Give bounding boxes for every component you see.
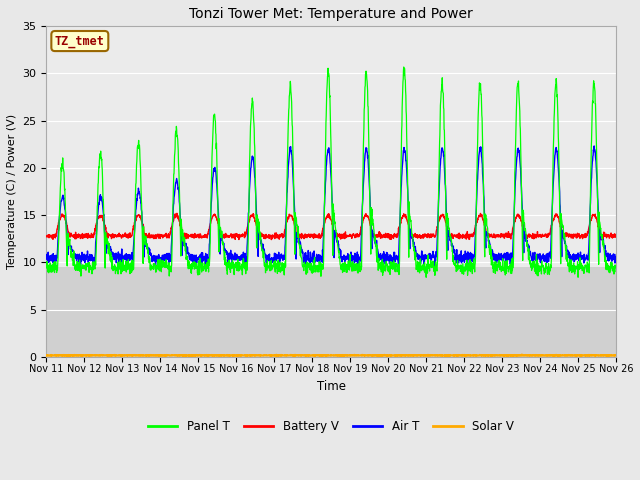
Air T [590,143,598,149]
Air T [578,253,586,259]
Battery V [360,214,368,220]
Air T [431,264,439,269]
Panel T [578,262,586,268]
Battery V [173,210,180,216]
Line: Solar V: Solar V [46,355,616,356]
Panel T [202,264,209,270]
Panel T [42,264,50,269]
Battery V [42,233,50,239]
Y-axis label: Temperature (C) / Power (V): Temperature (C) / Power (V) [7,114,17,269]
Panel T [422,275,430,280]
Line: Panel T: Panel T [46,67,616,277]
Bar [46,26,616,267]
Solar V [360,353,368,359]
Air T [360,172,368,178]
Solar V [339,353,346,359]
Panel T [400,64,408,70]
Bar [46,267,616,357]
X-axis label: Time: Time [317,380,346,393]
Legend: Panel T, Battery V, Air T, Solar V: Panel T, Battery V, Air T, Solar V [143,416,519,438]
Air T [562,241,570,247]
Battery V [612,232,620,238]
Solar V [612,352,620,358]
Battery V [202,234,209,240]
Air T [348,253,355,259]
Air T [42,253,50,259]
Battery V [578,233,586,239]
Line: Battery V: Battery V [46,213,616,240]
Solar V [578,353,586,359]
Air T [202,257,209,263]
Line: Air T: Air T [46,146,616,266]
Battery V [348,236,356,241]
Battery V [562,233,570,239]
Battery V [597,237,605,243]
Solar V [562,352,570,358]
Text: TZ_tmet: TZ_tmet [55,35,105,48]
Title: Tonzi Tower Met: Temperature and Power: Tonzi Tower Met: Temperature and Power [189,7,473,21]
Panel T [360,125,368,131]
Panel T [348,262,355,267]
Solar V [497,352,505,358]
Panel T [612,265,620,271]
Solar V [348,352,356,358]
Solar V [202,353,209,359]
Air T [612,256,620,262]
Solar V [42,353,50,359]
Panel T [497,266,505,272]
Air T [497,254,505,260]
Battery V [497,234,505,240]
Solar V [518,352,525,358]
Panel T [562,242,570,248]
